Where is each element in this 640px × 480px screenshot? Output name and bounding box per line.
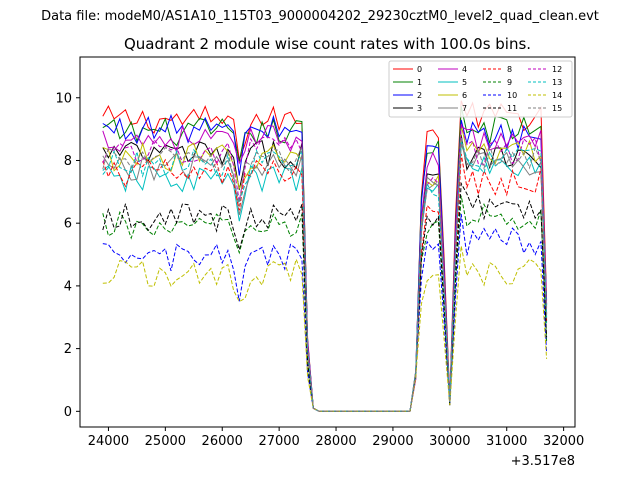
y-tick-label: 10	[55, 91, 72, 106]
y-tick-label: 2	[64, 342, 72, 357]
legend-label-7: 7	[462, 104, 467, 113]
series-line-15	[102, 137, 548, 412]
legend-label-0: 0	[417, 65, 422, 74]
x-tick-label: 26000	[202, 434, 243, 449]
x-tick-label: 24000	[88, 434, 129, 449]
legend-label-10: 10	[507, 91, 517, 100]
x-tick-label: 31000	[486, 434, 527, 449]
legend-label-15: 15	[552, 104, 562, 113]
y-tick-label: 0	[64, 405, 72, 420]
y-tick-label: 8	[64, 154, 72, 169]
series-line-14	[102, 245, 548, 412]
series-line-5	[102, 144, 548, 412]
plot-area	[102, 100, 548, 412]
legend-label-3: 3	[417, 104, 422, 113]
series-line-3	[102, 134, 548, 412]
series-line-9	[102, 195, 548, 412]
legend-label-9: 9	[507, 78, 512, 87]
series-line-11	[102, 181, 548, 412]
axes-frame	[79, 56, 576, 428]
x-tick-label: 29000	[372, 434, 413, 449]
series-line-10	[102, 213, 548, 412]
x-offset-label: +3.517e8	[511, 454, 575, 469]
legend-box	[388, 60, 573, 118]
legend-label-6: 6	[462, 91, 467, 100]
x-tick-label: 30000	[429, 434, 470, 449]
chart-title: Quadrant 2 module wise count rates with …	[124, 35, 531, 53]
suptitle: Data file: modeM0/AS1A10_115T03_90000042…	[41, 9, 599, 24]
x-tick-label: 28000	[315, 434, 356, 449]
axes: 24000 25000 26000 27000 28000 29000 30000 31000…	[55, 56, 584, 449]
legend-label-1: 1	[417, 78, 422, 87]
legend-label-2: 2	[417, 91, 422, 100]
legend-label-12: 12	[552, 65, 562, 74]
series-line-12	[102, 123, 548, 412]
x-tick-label: 32000	[543, 434, 584, 449]
x-tick-label: 27000	[258, 434, 299, 449]
legend-label-13: 13	[552, 78, 562, 87]
legend-label-4: 4	[462, 65, 467, 74]
legend-label-14: 14	[552, 91, 562, 100]
x-tick-label: 25000	[145, 434, 186, 449]
y-tick-label: 6	[64, 217, 72, 232]
legend-label-8: 8	[507, 65, 512, 74]
y-tick-label: 4	[64, 279, 72, 294]
legend-label-11: 11	[507, 104, 517, 113]
series-line-1	[102, 106, 548, 412]
legend-label-5: 5	[462, 78, 467, 87]
